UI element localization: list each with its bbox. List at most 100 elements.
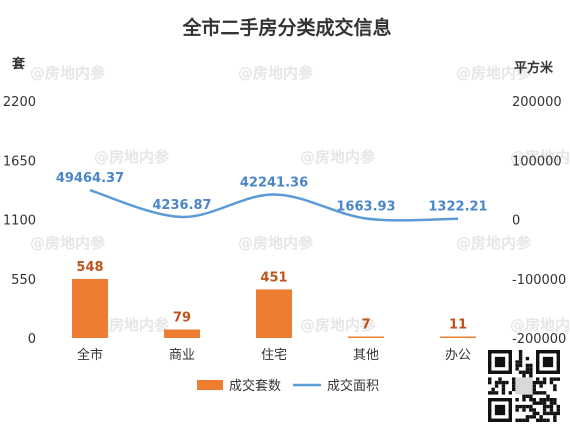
qr-module — [542, 408, 547, 412]
qr-module — [515, 404, 519, 409]
chart-title: 全市二手房分类成交信息 — [181, 16, 391, 39]
qr-module — [525, 370, 530, 374]
qr-module — [553, 398, 557, 402]
qr-module — [553, 384, 557, 388]
line-data-label: 49464.37 — [56, 171, 124, 186]
watermark-text: @房地内参 — [300, 148, 376, 166]
y-left-unit: 套 — [11, 56, 26, 72]
legend-swatch-bar — [197, 380, 223, 390]
qr-module — [494, 384, 499, 388]
qr-module — [539, 391, 543, 395]
qr-module — [525, 418, 530, 422]
qr-module — [501, 380, 506, 385]
x-tick: 其他 — [353, 348, 379, 363]
qr-code — [488, 350, 560, 422]
legend-label-line: 成交面积 — [327, 378, 379, 394]
y-right-tick-labels: -200000 -100000 0 100000 200000 — [512, 95, 566, 347]
line-data-label: 4236.87 — [152, 198, 211, 213]
qr-module — [549, 411, 554, 416]
qr-module — [556, 404, 560, 409]
x-tick: 住宅 — [261, 348, 287, 363]
y-right-tick: -200000 — [512, 332, 566, 347]
qr-module — [512, 387, 516, 392]
qr-module — [522, 394, 526, 398]
watermark-text: @房地内参 — [238, 234, 314, 252]
qr-finder-core — [542, 356, 554, 368]
bar — [72, 278, 108, 338]
qr-module — [536, 411, 540, 416]
qr-module — [539, 418, 543, 422]
watermark-text: @房地内参 — [94, 316, 170, 334]
watermark-text: @房地内参 — [30, 234, 106, 252]
y-right-tick: 200000 — [512, 95, 562, 110]
x-tick: 办公 — [445, 348, 471, 363]
qr-module — [553, 415, 557, 419]
qr-module — [488, 380, 492, 385]
qr-module — [529, 398, 533, 402]
qr-module — [542, 401, 547, 405]
qr-module — [491, 391, 495, 395]
qr-module — [501, 384, 506, 388]
y-left-tick: 550 — [11, 273, 36, 288]
qr-finder-core — [494, 404, 506, 416]
qr-module — [505, 380, 509, 385]
qr-module — [529, 374, 533, 378]
watermark-text: @房地内参 — [510, 148, 570, 166]
qr-module — [515, 398, 519, 402]
qr-module — [488, 391, 492, 395]
qr-module — [498, 380, 502, 385]
qr-module — [536, 401, 540, 405]
y-right-unit: 平方米 — [514, 60, 554, 76]
qr-module — [525, 394, 530, 398]
qr-module — [556, 411, 560, 416]
qr-module — [546, 404, 550, 409]
qr-module — [529, 415, 533, 419]
qr-module — [512, 380, 516, 385]
qr-module — [542, 380, 547, 385]
legend: 成交套数 成交面积 — [197, 378, 379, 394]
bar — [164, 329, 200, 338]
qr-module — [529, 370, 533, 374]
qr-module — [522, 408, 526, 412]
y-left-tick: 1100 — [3, 214, 36, 229]
y-right-tick: 100000 — [512, 154, 562, 169]
qr-module — [532, 384, 536, 388]
qr-module — [532, 408, 536, 412]
qr-module — [553, 377, 557, 381]
qr-module — [518, 404, 523, 409]
qr-module — [518, 356, 523, 361]
qr-module — [491, 387, 495, 392]
qr-module — [518, 360, 523, 364]
qr-module — [542, 404, 547, 409]
qr-module — [529, 404, 533, 409]
qr-module — [522, 374, 526, 378]
qr-module — [542, 377, 547, 381]
line-path — [89, 188, 459, 222]
qr-module — [546, 411, 550, 416]
qr-module — [532, 411, 536, 416]
qr-module — [532, 387, 536, 392]
line-data-label: 1663.93 — [336, 200, 395, 215]
qr-module — [549, 398, 554, 402]
qr-module — [539, 401, 543, 405]
qr-module — [539, 380, 543, 385]
qr-module — [522, 398, 526, 402]
qr-module — [542, 418, 547, 422]
bar — [348, 336, 384, 338]
qr-module — [542, 398, 547, 402]
x-tick: 商业 — [169, 348, 195, 363]
qr-module — [539, 384, 543, 388]
y-left-tick: 1650 — [3, 154, 36, 169]
qr-module — [539, 398, 543, 402]
qr-module — [532, 380, 536, 385]
watermark-text: @房地内参 — [94, 148, 170, 166]
y-left-tick-labels: 0 550 1100 1650 2200 — [3, 95, 36, 347]
line-data-label: 42241.36 — [240, 175, 308, 190]
qr-module — [546, 398, 550, 402]
qr-module — [553, 418, 557, 422]
qr-module — [525, 356, 530, 361]
qr-module — [501, 387, 506, 392]
qr-module — [536, 391, 540, 395]
qr-module — [522, 418, 526, 422]
